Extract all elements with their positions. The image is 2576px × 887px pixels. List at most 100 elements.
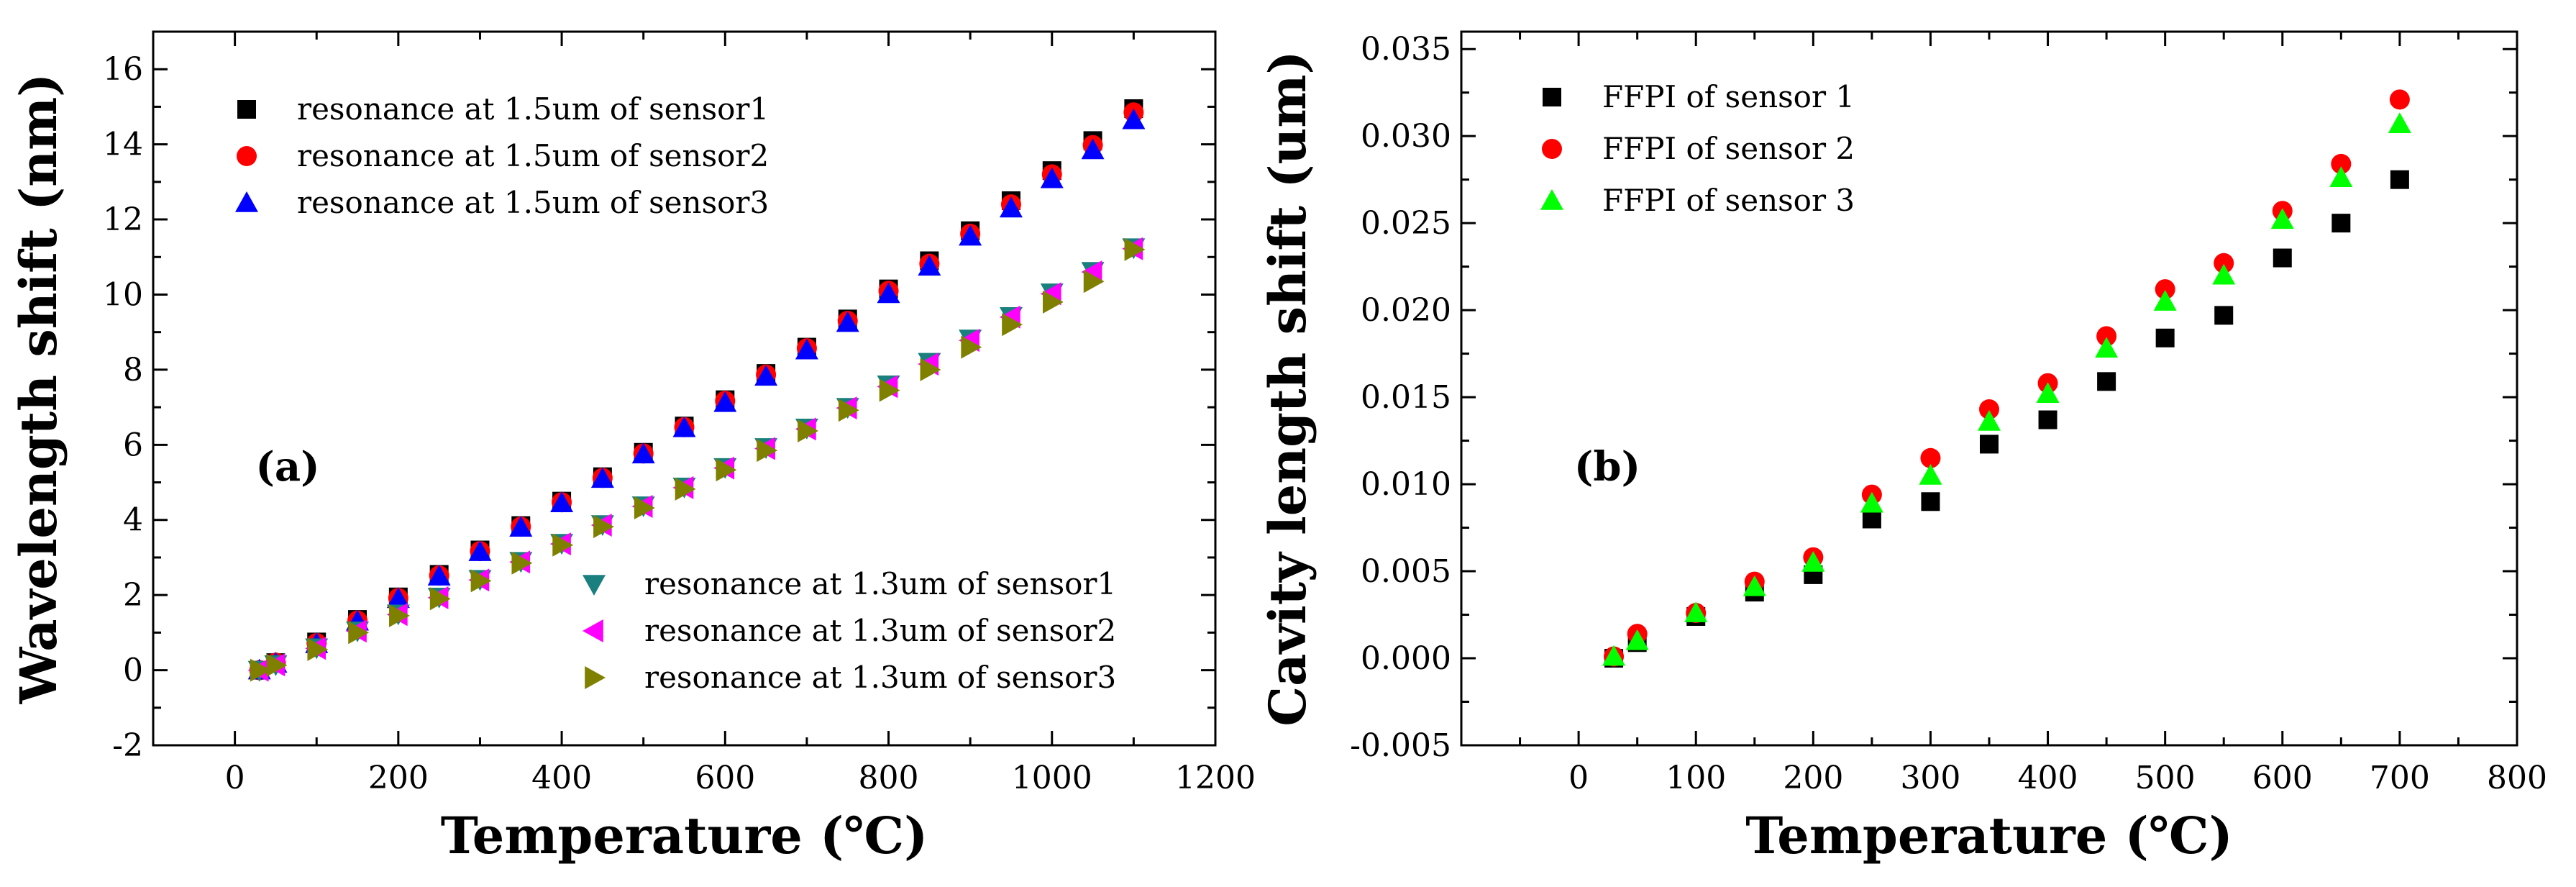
y-tick-label: 0.010 [1361,466,1451,503]
x-tick-label: 100 [1666,760,1726,796]
x-tick-label: 500 [2135,760,2196,796]
data-point [2214,306,2234,325]
data-point [1002,313,1023,337]
y-tick-label: 12 [103,201,143,238]
legend-marker [583,575,606,596]
legend: FFPI of sensor 1 FFPI of sensor 2 FFPI of … [1540,79,1855,218]
data-point [2329,166,2353,188]
y-tick-label: 10 [103,276,143,313]
data-point [266,653,288,677]
legend-label: resonance at 1.3um of sensor3 [644,660,1116,695]
data-point [1860,491,1883,513]
data-point [590,467,614,488]
legend-label: resonance at 1.5um of sensor3 [297,185,769,220]
data-point [1042,290,1064,314]
data-point [389,604,410,627]
x-tick-label: 600 [695,760,755,796]
data-point [2096,326,2117,347]
x-tick-label: 0 [225,760,245,796]
legend-marker [1543,88,1561,106]
data-point [1980,435,1999,454]
data-point [2212,263,2236,285]
data-point [2097,372,2116,391]
y-tick-label: 4 [123,502,143,539]
data-point [550,491,574,513]
data-point [631,442,655,464]
legend-label: resonance at 1.5um of sensor1 [297,91,769,127]
y-tick-label: 0.030 [1361,118,1451,155]
data-point [386,587,410,609]
data-point [470,569,492,593]
data-point [1978,409,2001,431]
y-tick-label: 2 [123,577,143,614]
legend-marker [585,666,606,689]
data-point [307,637,329,661]
data-point [429,587,451,611]
data-point [1921,492,1940,511]
data-point [1625,629,1649,650]
data-point [2331,153,2352,174]
x-tick-label: 200 [1783,760,1843,796]
y-tick-label: 0.000 [1361,640,1451,677]
x-tick-label: 300 [1900,760,1960,796]
data-point [593,515,614,539]
data-point [2389,89,2410,110]
data-point [1684,601,1708,622]
y-tick-label: -0.005 [1350,727,1451,764]
y-axis-title: Cavity length shift (um) [1258,50,1317,726]
data-point [250,658,271,682]
legend-label: resonance at 1.3um of sensor2 [644,613,1116,648]
data-point [999,196,1023,218]
data-point [1602,645,1626,666]
x-tick-label: 1000 [1012,760,1092,796]
y-tick-label: -2 [112,727,143,764]
legend-label: resonance at 1.3um of sensor1 [644,566,1116,601]
data-point [2095,337,2119,358]
x-tick-label: 800 [859,760,919,796]
y-tick-label: 14 [103,127,143,163]
data-point [1122,108,1146,129]
data-point [552,533,574,557]
data-point [877,282,900,304]
x-tick-label: 0 [1568,760,1589,796]
data-point [757,439,778,463]
y-tick-label: 0 [123,652,143,689]
data-point [468,540,492,561]
plot-frame [152,30,1217,747]
data-point [2155,328,2175,347]
y-tick-label: 6 [123,427,143,463]
data-point [713,391,737,412]
data-point [836,311,859,332]
data-point [1801,550,1825,572]
data-point [509,516,533,537]
x-tick-label: 700 [2370,760,2430,796]
data-point [675,477,696,501]
data-point [2270,208,2294,229]
x-axis-title: Temperature (℃) [441,806,928,865]
y-tick-label: 16 [103,51,143,88]
y-axis-title: Wavelength shift (nm) [9,73,68,705]
data-point [2153,290,2177,311]
legend-label: FFPI of sensor 2 [1602,131,1855,166]
legend-marker [235,191,258,212]
data-point [1919,463,1942,485]
data-point [2155,279,2175,300]
data-point [2390,170,2409,189]
chart-panel-b: 0 100 200 300 400 500 600 700 800 -0.005 0.000 0.00… [1258,30,2547,865]
y-tick-label: 0.005 [1361,553,1451,590]
data-point [959,224,982,246]
data-point [1124,237,1146,261]
data-point [2036,382,2060,404]
x-tick-label: 400 [531,760,592,796]
x-tick-label: 200 [368,760,429,796]
legend-marker [237,146,257,166]
data-point [838,399,859,422]
data-point [754,365,778,386]
data-point [348,621,370,645]
data-point [1743,575,1766,596]
x-tick-label: 800 [2487,760,2547,796]
data-point [2038,410,2057,429]
data-point [2388,112,2411,134]
legend: resonance at 1.5um of sensor1 resonance a… [235,91,769,220]
x-tick-label: 400 [2018,760,2078,796]
